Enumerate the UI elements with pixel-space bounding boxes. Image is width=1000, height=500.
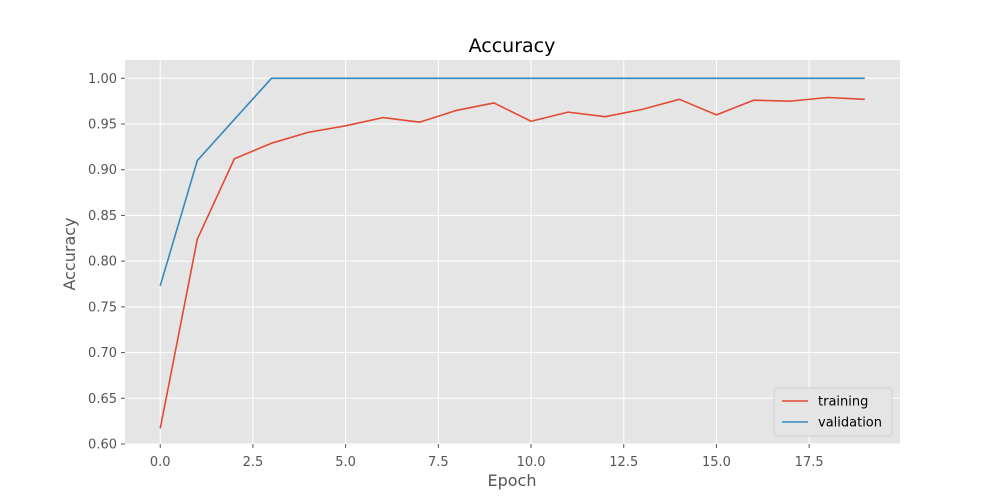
y-tick-label: 0.85 (88, 209, 117, 224)
series-line-validation (159, 77, 865, 287)
x-tick-label: 17.5 (795, 455, 824, 470)
legend-label-training: training (818, 395, 868, 410)
y-tick-label: 0.60 (88, 438, 117, 453)
x-tick-label: 15.0 (702, 455, 731, 470)
y-tick-label: 0.90 (88, 163, 117, 178)
x-tick-label: 0.0 (150, 455, 171, 470)
legend-label-validation: validation (818, 416, 882, 431)
axis-ticks: 0.0 2.5 5.0 7.5 10.0 12.5 15.0 17.5 0.60 0.65 0.70… (88, 72, 824, 470)
x-tick-label: 12.5 (609, 455, 638, 470)
plot-area (125, 60, 900, 444)
x-tick-label: 2.5 (243, 455, 264, 470)
legend: training validation (773, 387, 893, 437)
x-axis-label: Epoch (488, 471, 537, 490)
y-tick-label: 1.00 (88, 72, 117, 87)
y-tick-label: 0.80 (88, 255, 117, 270)
series-lines (159, 77, 865, 429)
y-axis-label: Accuracy (60, 217, 79, 290)
y-tick-label: 0.75 (88, 300, 117, 315)
y-tick-label: 0.70 (88, 346, 117, 361)
x-tick-label: 10.0 (517, 455, 546, 470)
y-tick-label: 0.95 (88, 118, 117, 133)
legend-box (773, 387, 893, 437)
chart-title: Accuracy (469, 35, 556, 57)
x-tick-label: 7.5 (428, 455, 449, 470)
series-line-training (159, 96, 865, 429)
y-tick-label: 0.65 (88, 392, 117, 407)
x-tick-label: 5.0 (335, 455, 356, 470)
